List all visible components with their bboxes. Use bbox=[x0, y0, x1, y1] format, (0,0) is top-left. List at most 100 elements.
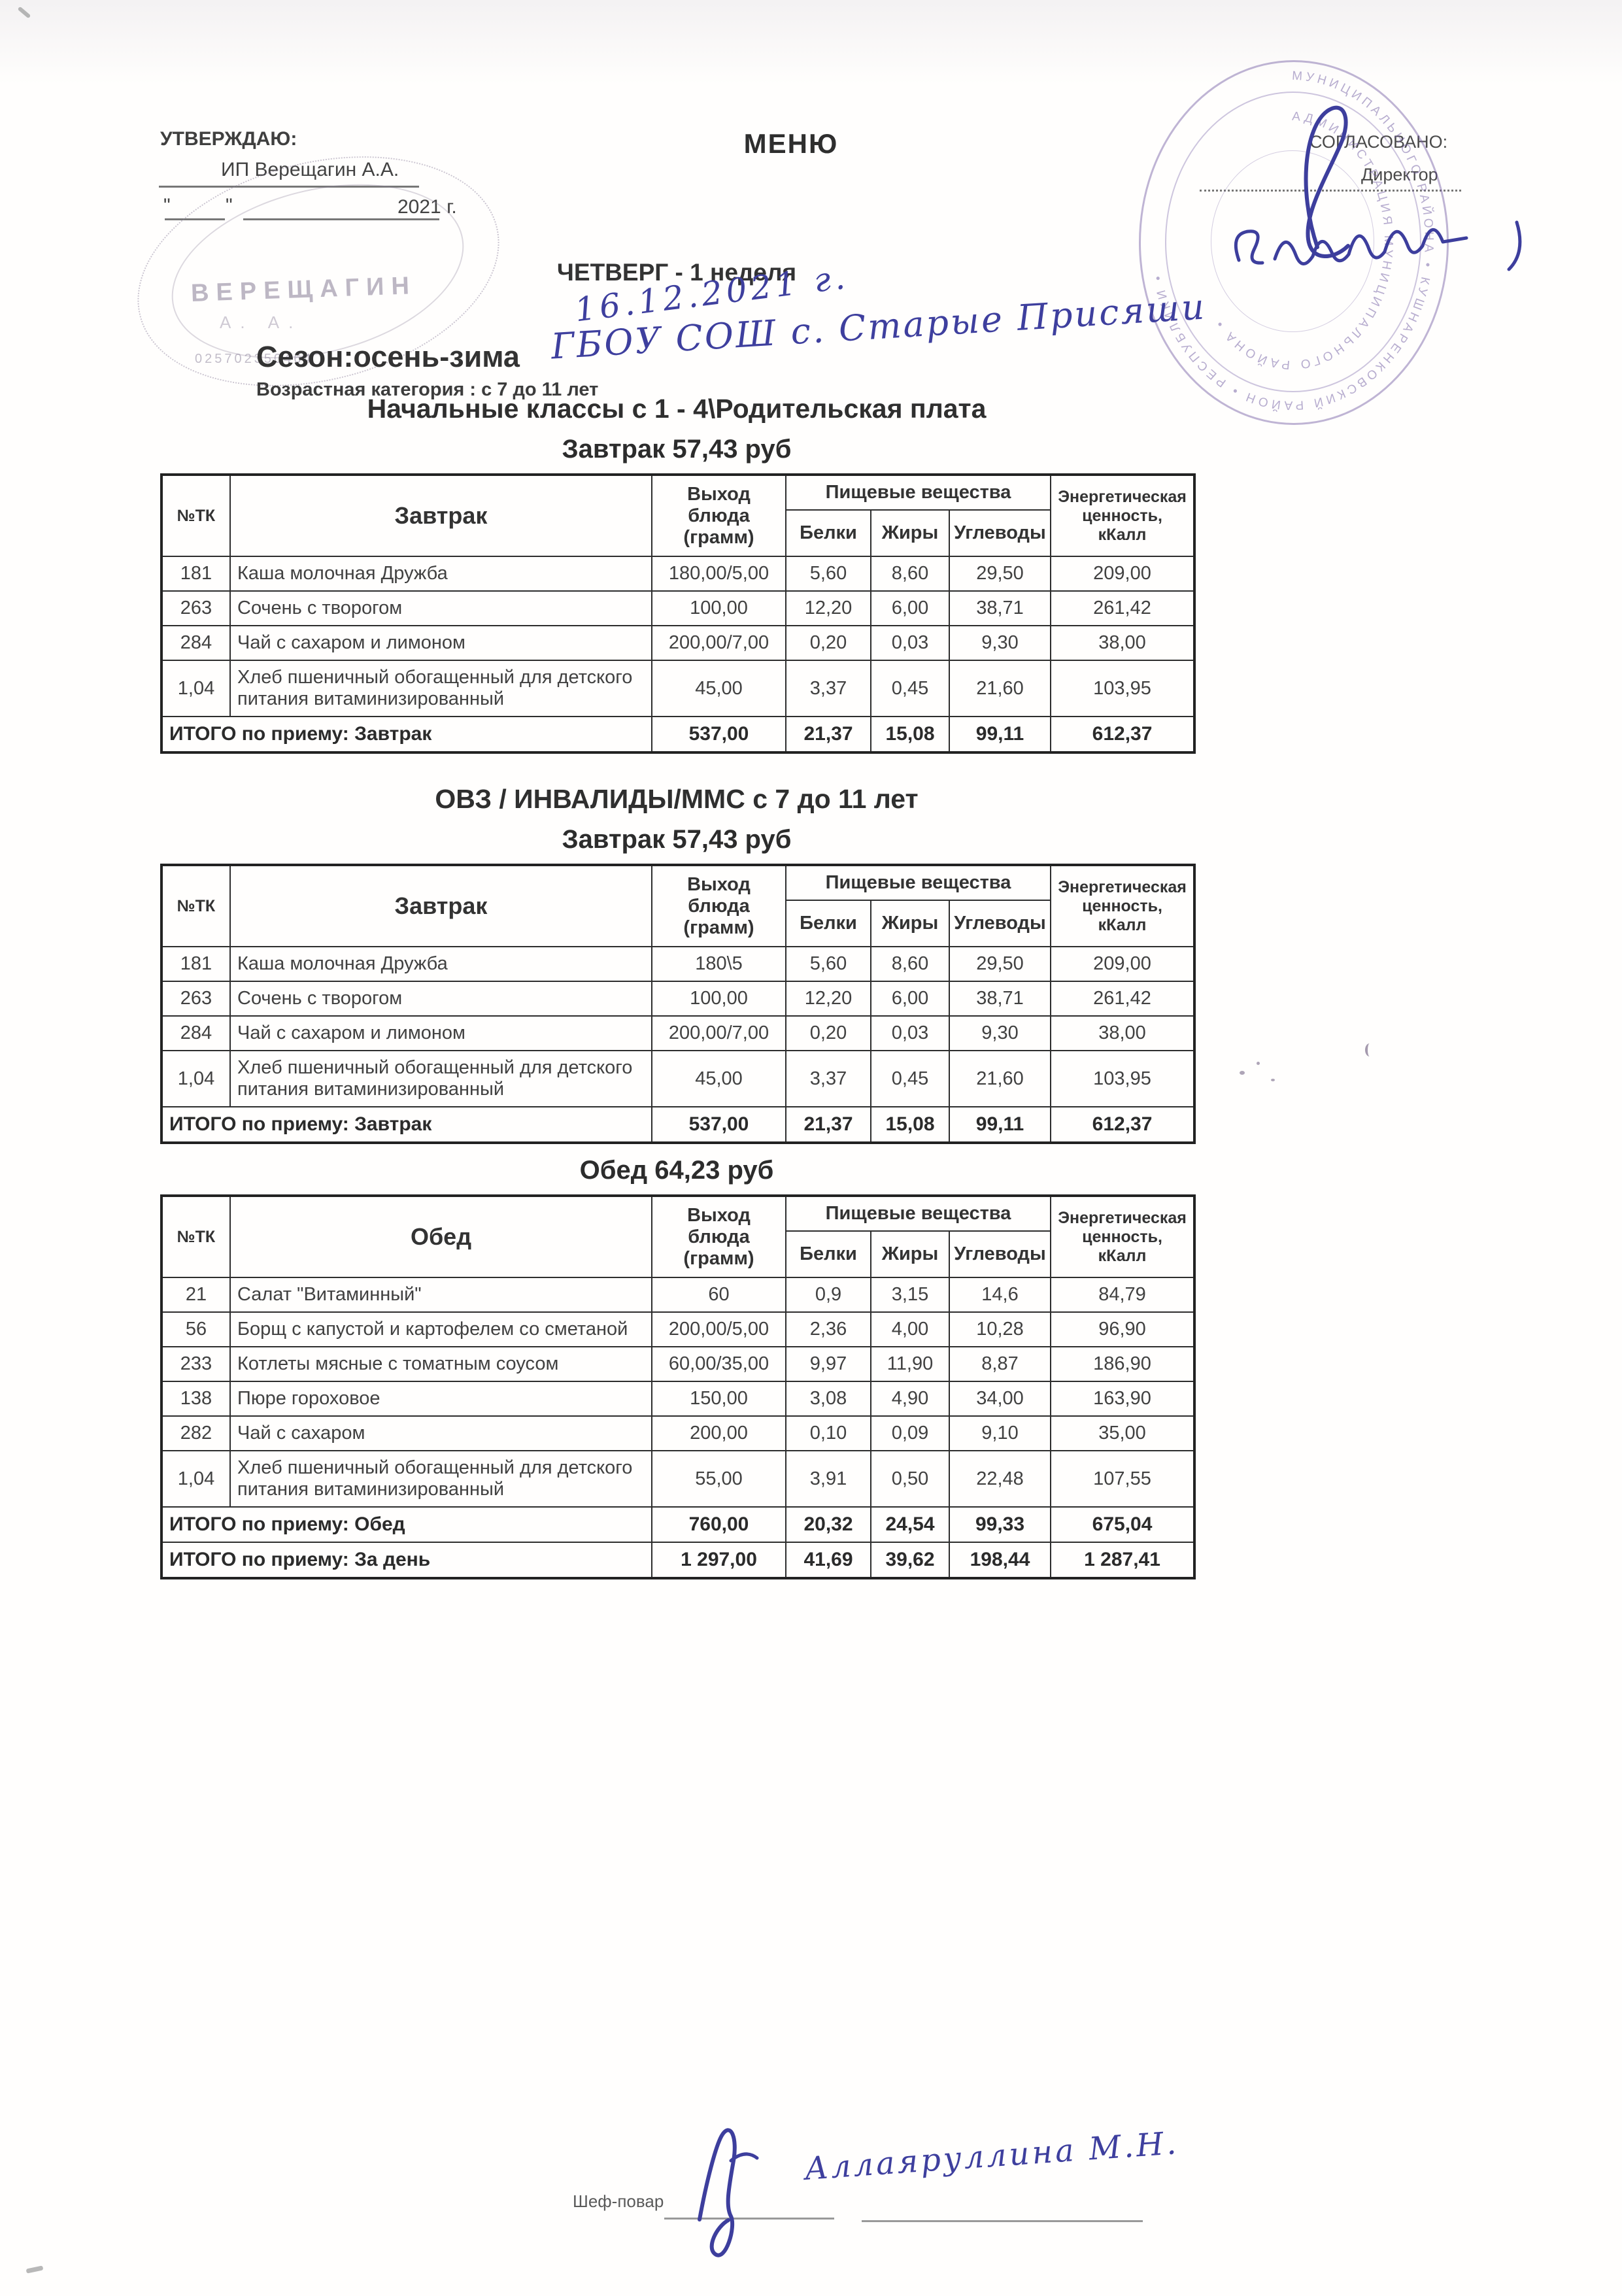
cell-fat: 8,60 bbox=[870, 556, 950, 592]
total-carbs: 99,33 bbox=[948, 1506, 1052, 1543]
school-stamp-core-ring bbox=[1211, 150, 1374, 332]
total-protein: 21,37 bbox=[785, 716, 871, 753]
chef-signature-scribble bbox=[698, 2128, 759, 2257]
cell-ntk: 1,04 bbox=[161, 1450, 231, 1508]
cell-fat: 8,60 bbox=[870, 946, 950, 982]
cell-fat: 0,09 bbox=[870, 1415, 950, 1451]
director-signature bbox=[1234, 105, 1522, 271]
cell-energy: 103,95 bbox=[1050, 660, 1196, 717]
cell-out: 45,00 bbox=[651, 660, 786, 717]
col-header-energy: Энергетическая ценность, кКалл bbox=[1050, 474, 1196, 557]
cell-carbs: 10,28 bbox=[948, 1311, 1052, 1347]
total-fat: 39,62 bbox=[870, 1542, 950, 1579]
cell-out: 200,00/5,00 bbox=[651, 1311, 786, 1347]
cell-fat: 4,00 bbox=[870, 1311, 950, 1347]
total-row: ИТОГО по приему: Завтрак 537,00 21,37 15,08… bbox=[161, 1106, 1196, 1143]
total-row: ИТОГО по приему: Обед 760,00 20,32 24,54 99,… bbox=[161, 1506, 1196, 1543]
approve-date-quotes: " " bbox=[163, 195, 258, 216]
table-row: 284 Чай с сахаром и лимоном 200,00/7,00 0,2… bbox=[161, 1015, 1196, 1051]
total-label: ИТОГО по приему: За день bbox=[161, 1542, 652, 1579]
season-label: Сезон:осень-зима bbox=[256, 340, 520, 373]
cell-fat: 11,90 bbox=[870, 1346, 950, 1382]
cell-out: 45,00 bbox=[651, 1050, 786, 1107]
section-subtitle-lunch-price: Обед 64,23 руб bbox=[579, 1156, 774, 1185]
total-fat: 24,54 bbox=[870, 1506, 950, 1543]
total-energy: 612,37 bbox=[1050, 716, 1196, 753]
table-row: 282 Чай с сахаром 200,00 0,10 0,09 9,10 35,00 bbox=[161, 1415, 1196, 1451]
date-line bbox=[243, 218, 439, 220]
cell-energy: 209,00 bbox=[1050, 946, 1196, 982]
cell-fat: 0,03 bbox=[870, 1015, 950, 1051]
cell-out: 150,00 bbox=[651, 1381, 786, 1417]
total-label: ИТОГО по приему: Завтрак bbox=[161, 716, 652, 753]
cell-dish: Чай с сахаром и лимоном bbox=[229, 1015, 652, 1051]
col-header-fat: Жиры bbox=[870, 509, 950, 557]
table-row: 138 Пюре гороховое 150,00 3,08 4,90 34,00 163,… bbox=[161, 1381, 1196, 1417]
cell-protein: 9,97 bbox=[785, 1346, 871, 1382]
col-header-protein: Белки bbox=[785, 900, 871, 947]
section-title-primary-classes: Начальные классы с 1 - 4\Родительская пл… bbox=[367, 394, 987, 424]
scan-artifact bbox=[25, 2265, 44, 2274]
cell-fat: 6,00 bbox=[870, 981, 950, 1017]
cell-ntk: 181 bbox=[161, 556, 231, 592]
total-row: ИТОГО по приему: Завтрак 537,00 21,37 15,08… bbox=[161, 716, 1196, 753]
total-out: 760,00 bbox=[651, 1506, 786, 1543]
total-out: 1 297,00 bbox=[651, 1542, 786, 1579]
table-row: 181 Каша молочная Дружба 180\5 5,60 8,60 29,5… bbox=[161, 946, 1196, 982]
approve-name: ИП Верещагин А.А. bbox=[221, 159, 399, 180]
col-header-protein: Белки bbox=[785, 509, 871, 557]
cell-protein: 3,37 bbox=[785, 660, 871, 717]
cell-carbs: 9,30 bbox=[948, 625, 1052, 661]
lunch-table: №ТК Обед Выход блюда (грамм) Пищевые веще… bbox=[160, 1194, 1196, 1579]
day-title: ЧЕТВЕРГ - 1 неделя bbox=[556, 259, 797, 286]
total-fat: 15,08 bbox=[870, 716, 950, 753]
table-row: 1,04 Хлеб пшеничный обогащенный для детск… bbox=[161, 1450, 1196, 1508]
breakfast-table-ovz: №ТК Завтрак Выход блюда (грамм) Пищевые в… bbox=[160, 864, 1196, 1144]
cell-energy: 38,00 bbox=[1050, 1015, 1196, 1051]
total-energy: 612,37 bbox=[1050, 1106, 1196, 1143]
total-energy: 1 287,41 bbox=[1050, 1542, 1196, 1579]
section-title-ovz: ОВЗ / ИНВАЛИДЫ/ММС с 7 до 11 лет bbox=[435, 784, 919, 814]
col-header-protein: Белки bbox=[785, 1230, 871, 1278]
cell-carbs: 38,71 bbox=[948, 981, 1052, 1017]
cell-fat: 0,45 bbox=[870, 660, 950, 717]
total-out: 537,00 bbox=[651, 716, 786, 753]
ip-stamp-digits: 025702350464 bbox=[195, 352, 314, 366]
total-protein: 20,32 bbox=[785, 1506, 871, 1543]
chef-signature-name: Аллаяруллина М.Н. bbox=[803, 2125, 1180, 2187]
cell-dish: Хлеб пшеничный обогащенный для детского … bbox=[229, 660, 652, 717]
cell-protein: 0,10 bbox=[785, 1415, 871, 1451]
table-row: 21 Салат "Витаминный" 60 0,9 3,15 14,6 84,79 bbox=[161, 1277, 1196, 1313]
table-row: 284 Чай с сахаром и лимоном 200,00/7,00 0,2… bbox=[161, 625, 1196, 661]
cell-protein: 12,20 bbox=[785, 590, 871, 626]
cell-out: 60 bbox=[651, 1277, 786, 1313]
cell-ntk: 284 bbox=[161, 625, 231, 661]
cell-dish: Каша молочная Дружба bbox=[229, 946, 652, 982]
cell-dish: Котлеты мясные с томатным соусом bbox=[229, 1346, 652, 1382]
cell-out: 180,00/5,00 bbox=[651, 556, 786, 592]
cell-out: 200,00/7,00 bbox=[651, 1015, 786, 1051]
cell-energy: 261,42 bbox=[1050, 981, 1196, 1017]
cell-carbs: 21,60 bbox=[948, 660, 1052, 717]
age-category-label: Возрастная категория : с 7 до 11 лет bbox=[256, 379, 599, 400]
col-header-nutrients: Пищевые вещества bbox=[785, 474, 1052, 511]
cell-carbs: 8,87 bbox=[948, 1346, 1052, 1382]
cell-energy: 107,55 bbox=[1050, 1450, 1196, 1508]
cell-energy: 186,90 bbox=[1050, 1346, 1196, 1382]
tables-area: Начальные классы с 1 - 4\Родительская пл… bbox=[160, 394, 1196, 1579]
col-header-carbs: Углеводы bbox=[948, 1230, 1052, 1278]
cell-protein: 12,20 bbox=[785, 981, 871, 1017]
cell-dish: Борщ с капустой и картофелем со сметаной bbox=[229, 1311, 652, 1347]
cell-fat: 6,00 bbox=[870, 590, 950, 626]
cell-dish: Сочень с творогом bbox=[229, 590, 652, 626]
cell-fat: 0,50 bbox=[870, 1450, 950, 1508]
col-header-meal: Обед bbox=[229, 1195, 652, 1278]
cell-carbs: 14,6 bbox=[948, 1277, 1052, 1313]
scan-artifact bbox=[17, 6, 31, 19]
cell-energy: 38,00 bbox=[1050, 625, 1196, 661]
total-row: ИТОГО по приему: За день 1 297,00 41,69 39,… bbox=[161, 1542, 1196, 1579]
table-row: 181 Каша молочная Дружба 180,00/5,00 5,60 8,… bbox=[161, 556, 1196, 592]
cell-protein: 0,20 bbox=[785, 625, 871, 661]
table-row: 263 Сочень с творогом 100,00 12,20 6,00 38,71… bbox=[161, 590, 1196, 626]
cell-protein: 0,9 bbox=[785, 1277, 871, 1313]
